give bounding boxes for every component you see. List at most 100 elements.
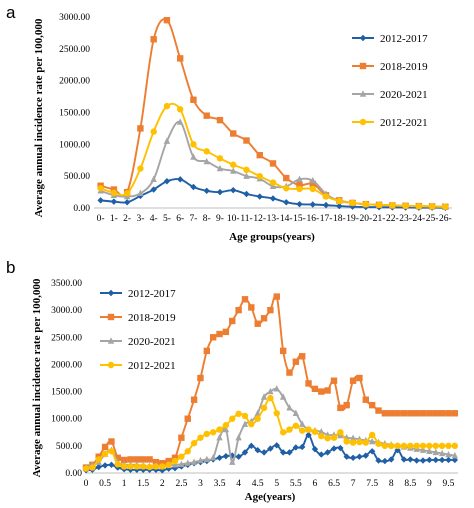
- panel-b-data-point: [394, 442, 401, 450]
- panel-a-y-tick-label: 0.00: [73, 204, 90, 214]
- panel-a-data-point: [415, 202, 423, 210]
- panel-b-data-point: [413, 442, 420, 450]
- panel-b-data-point: [349, 439, 357, 446]
- panel-b-data-point: [337, 404, 344, 412]
- panel-b-data-point: [438, 456, 446, 464]
- panel-a-data-point: [137, 125, 144, 132]
- panel-b-data-point: [184, 448, 191, 455]
- panel-b-data-point: [400, 410, 408, 417]
- panel-a-data-point: [322, 201, 330, 209]
- panel-b-data-point: [114, 454, 121, 461]
- panel-b-x-tick-label: 3.5: [214, 479, 226, 489]
- panel-b-data-point: [140, 456, 147, 463]
- panel-b-data-point: [229, 458, 236, 465]
- panel-a-data-point: [309, 180, 316, 188]
- panel-b-data-point: [292, 358, 300, 365]
- panel-b-data-point: [254, 415, 261, 422]
- panel-b-data-point: [381, 457, 389, 465]
- panel-b-data-point: [120, 463, 128, 470]
- panel-b-data-point: [279, 393, 287, 400]
- panel-b-data-point: [152, 463, 160, 470]
- panel-b-data-point: [445, 456, 452, 464]
- panel-b-data-point: [216, 330, 223, 338]
- panel-a-data-point: [150, 175, 157, 183]
- panel-b-data-point: [368, 437, 376, 445]
- panel-b-data-point: [343, 401, 350, 409]
- panel-a-data-point: [110, 198, 118, 205]
- panel-b-data-point: [419, 442, 427, 450]
- panel-b-data-point: [133, 463, 141, 470]
- panel-a-series-4: [97, 102, 449, 210]
- panel-b-data-point: [127, 456, 134, 463]
- panel-a-legend-marker: [359, 90, 367, 97]
- panel-b-data-point: [178, 453, 185, 460]
- panel-b-data-point: [279, 429, 287, 436]
- panel-b-data-point: [305, 431, 312, 439]
- panel-a-legend-label: 2012-2021: [380, 117, 428, 129]
- panel-b-data-point: [400, 456, 408, 463]
- panel-b-legend-label: 2012-2017: [128, 288, 176, 300]
- panel-b-series-4: [82, 394, 459, 472]
- panel-b-data-point: [108, 448, 115, 455]
- panel-a-data-point: [230, 130, 237, 137]
- panel-b-data-point: [127, 463, 134, 470]
- panel-b-legend-label: 2020-2021: [128, 336, 176, 348]
- panel-b-data-point: [324, 387, 331, 394]
- panel-b-data-point: [299, 427, 306, 434]
- panel-a-data-point: [256, 172, 263, 180]
- panel-b-data-point: [375, 440, 382, 447]
- panel-b-data-point: [222, 328, 230, 336]
- panel-b-legend-entry: 2012-2017: [100, 288, 176, 300]
- panel-a-data-point: [243, 190, 250, 198]
- panel-a-data-point: [296, 200, 303, 208]
- panel-b-data-point: [260, 393, 268, 400]
- panel-b-y-tick-label: 1500.00: [51, 388, 82, 398]
- panel-b-data-point: [407, 456, 414, 463]
- panel-b-data-point: [273, 442, 280, 449]
- panel-b-data-point: [203, 455, 211, 463]
- panel-b-data-point: [299, 443, 306, 451]
- panel-a-x-tick-label: 12-: [253, 214, 266, 224]
- panel-b-data-point: [248, 304, 255, 311]
- panel-b-data-point: [432, 442, 439, 450]
- panel-b-legend-label: 2018-2019: [128, 312, 176, 324]
- panel-a-x-tick-label: 7-: [189, 214, 197, 224]
- panel-b-data-point: [419, 410, 427, 417]
- panel-b-data-point: [451, 410, 459, 417]
- panel-b-data-point: [254, 409, 261, 416]
- panel-a-data-point: [296, 181, 303, 189]
- panel-b-data-point: [299, 420, 306, 427]
- panel-a-data-point: [176, 176, 184, 183]
- panel-b-data-point: [260, 449, 268, 456]
- panel-b-data-point: [171, 457, 179, 465]
- panel-a-data-point: [137, 165, 144, 172]
- panel-b-data-point: [318, 428, 325, 435]
- panel-b-data-point: [432, 456, 439, 464]
- panel-b-y-tick-label: 500.00: [56, 442, 82, 452]
- panel-b-data-point: [324, 435, 331, 442]
- panel-b-data-point: [330, 377, 338, 384]
- panel-a-data-point: [123, 199, 131, 206]
- panel-b-data-point: [197, 374, 204, 382]
- panel-b-legend-marker: [107, 361, 115, 369]
- panel-a-data-point: [203, 112, 210, 119]
- panel-a-x-tick-label: 15-: [293, 214, 306, 224]
- panel-b-data-point: [120, 456, 128, 464]
- panel-b-data-point: [248, 420, 255, 428]
- panel-b-x-tick-label: 6: [313, 479, 318, 489]
- panel-b-data-point: [419, 457, 427, 464]
- panel-b-data-point: [267, 445, 274, 452]
- panel-b-x-tick-label: 1: [122, 479, 127, 489]
- panel-a-data-point: [309, 201, 316, 208]
- panel-b-legend-marker: [107, 337, 115, 344]
- panel-a-legend-entry: 2012-2017: [352, 33, 428, 45]
- panel-b-data-point: [292, 409, 300, 416]
- panel-a-y-tick-label: 1500.00: [59, 109, 90, 119]
- panel-b-y-tick-label: 1000.00: [51, 415, 82, 425]
- panel-b-x-tick-label: 9: [427, 479, 432, 489]
- panel-b-x-tick-label: 3: [198, 479, 203, 489]
- panel-a-data-point: [150, 186, 157, 193]
- panel-a-data-point: [402, 202, 409, 209]
- panel-b-data-point: [388, 456, 395, 463]
- panel-b-x-tick-label: 8.5: [404, 479, 416, 489]
